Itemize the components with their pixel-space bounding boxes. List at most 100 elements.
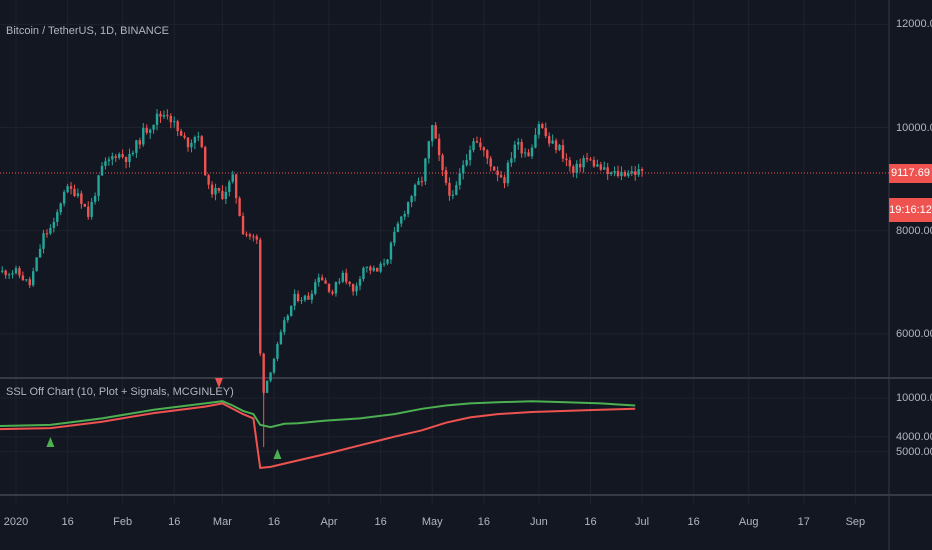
candle	[7, 272, 11, 280]
candle	[341, 270, 344, 284]
candle	[317, 273, 320, 287]
candle	[14, 265, 18, 275]
candle	[372, 265, 375, 273]
candle	[135, 139, 138, 158]
candle	[400, 215, 403, 227]
candle	[358, 275, 362, 291]
candle	[513, 140, 516, 163]
candle	[310, 290, 314, 304]
candle	[200, 135, 203, 149]
x-tick-1: 16	[61, 516, 74, 528]
candle	[152, 124, 155, 134]
candle	[558, 143, 561, 152]
buy-signal-0	[46, 437, 55, 447]
candle	[190, 139, 193, 153]
candle	[410, 194, 413, 208]
candle	[76, 188, 80, 198]
candle	[475, 136, 479, 144]
candle	[551, 134, 554, 145]
candle	[451, 190, 455, 200]
candle	[472, 138, 475, 153]
candle	[523, 148, 527, 158]
candle	[506, 160, 510, 187]
candle	[286, 313, 289, 323]
candle	[69, 181, 73, 195]
candle	[314, 279, 317, 296]
candle	[38, 244, 42, 258]
x-tick-14: Aug	[738, 516, 759, 528]
candle	[193, 135, 197, 150]
candle	[609, 171, 613, 177]
candle	[544, 122, 547, 139]
candle	[45, 229, 49, 238]
candle	[100, 161, 104, 176]
candle	[252, 233, 255, 242]
candle	[554, 138, 558, 154]
candle	[465, 154, 468, 167]
x-tick-11: 16	[584, 516, 597, 528]
candle	[486, 149, 489, 165]
candle	[259, 237, 262, 357]
candle	[503, 174, 506, 189]
candle	[582, 155, 585, 173]
candle	[148, 128, 152, 139]
candle	[424, 157, 427, 185]
candle	[578, 158, 582, 173]
candle	[169, 113, 172, 129]
candle	[479, 137, 482, 151]
candle	[386, 258, 389, 266]
candle	[128, 148, 131, 168]
candle	[616, 165, 620, 178]
candle	[118, 152, 121, 160]
candle	[1, 266, 4, 274]
candle	[207, 173, 210, 190]
candle	[290, 305, 293, 317]
candle	[179, 128, 183, 137]
candle	[265, 380, 269, 394]
candle	[420, 176, 424, 187]
candle	[104, 157, 107, 170]
candle	[637, 163, 640, 177]
candle	[276, 341, 279, 362]
x-tick-2: Feb	[113, 516, 133, 528]
candle	[541, 122, 544, 129]
candle	[296, 290, 300, 303]
candle	[362, 266, 365, 282]
candle	[21, 271, 25, 281]
candle	[138, 137, 142, 149]
x-tick-15: 17	[797, 516, 810, 528]
last-price-tag: 9117.69	[889, 164, 932, 183]
candle	[114, 153, 117, 163]
candle	[589, 156, 592, 161]
candle	[25, 279, 28, 282]
candle	[510, 152, 513, 167]
candle	[492, 166, 496, 171]
candle	[606, 163, 609, 180]
candle	[482, 146, 486, 157]
candle	[413, 183, 417, 202]
candle	[52, 217, 56, 233]
main-y-tick-3: 6000.00	[896, 327, 932, 340]
candle	[145, 124, 148, 135]
main-y-tick-0: 12000.00	[896, 18, 932, 31]
candle	[585, 152, 589, 163]
candle	[73, 184, 76, 197]
candle	[324, 277, 327, 284]
candle	[90, 197, 93, 220]
candle	[42, 229, 45, 254]
candle	[173, 116, 176, 128]
candle	[121, 149, 124, 159]
candle	[217, 187, 221, 194]
x-tick-4: Mar	[212, 516, 232, 528]
candle	[630, 165, 633, 176]
candle	[572, 164, 575, 178]
candle	[283, 316, 286, 336]
candle	[221, 185, 224, 201]
candle	[80, 190, 83, 209]
candle	[517, 138, 520, 150]
buy-signal-2	[273, 449, 282, 459]
candle	[369, 265, 372, 275]
candle	[427, 140, 430, 164]
